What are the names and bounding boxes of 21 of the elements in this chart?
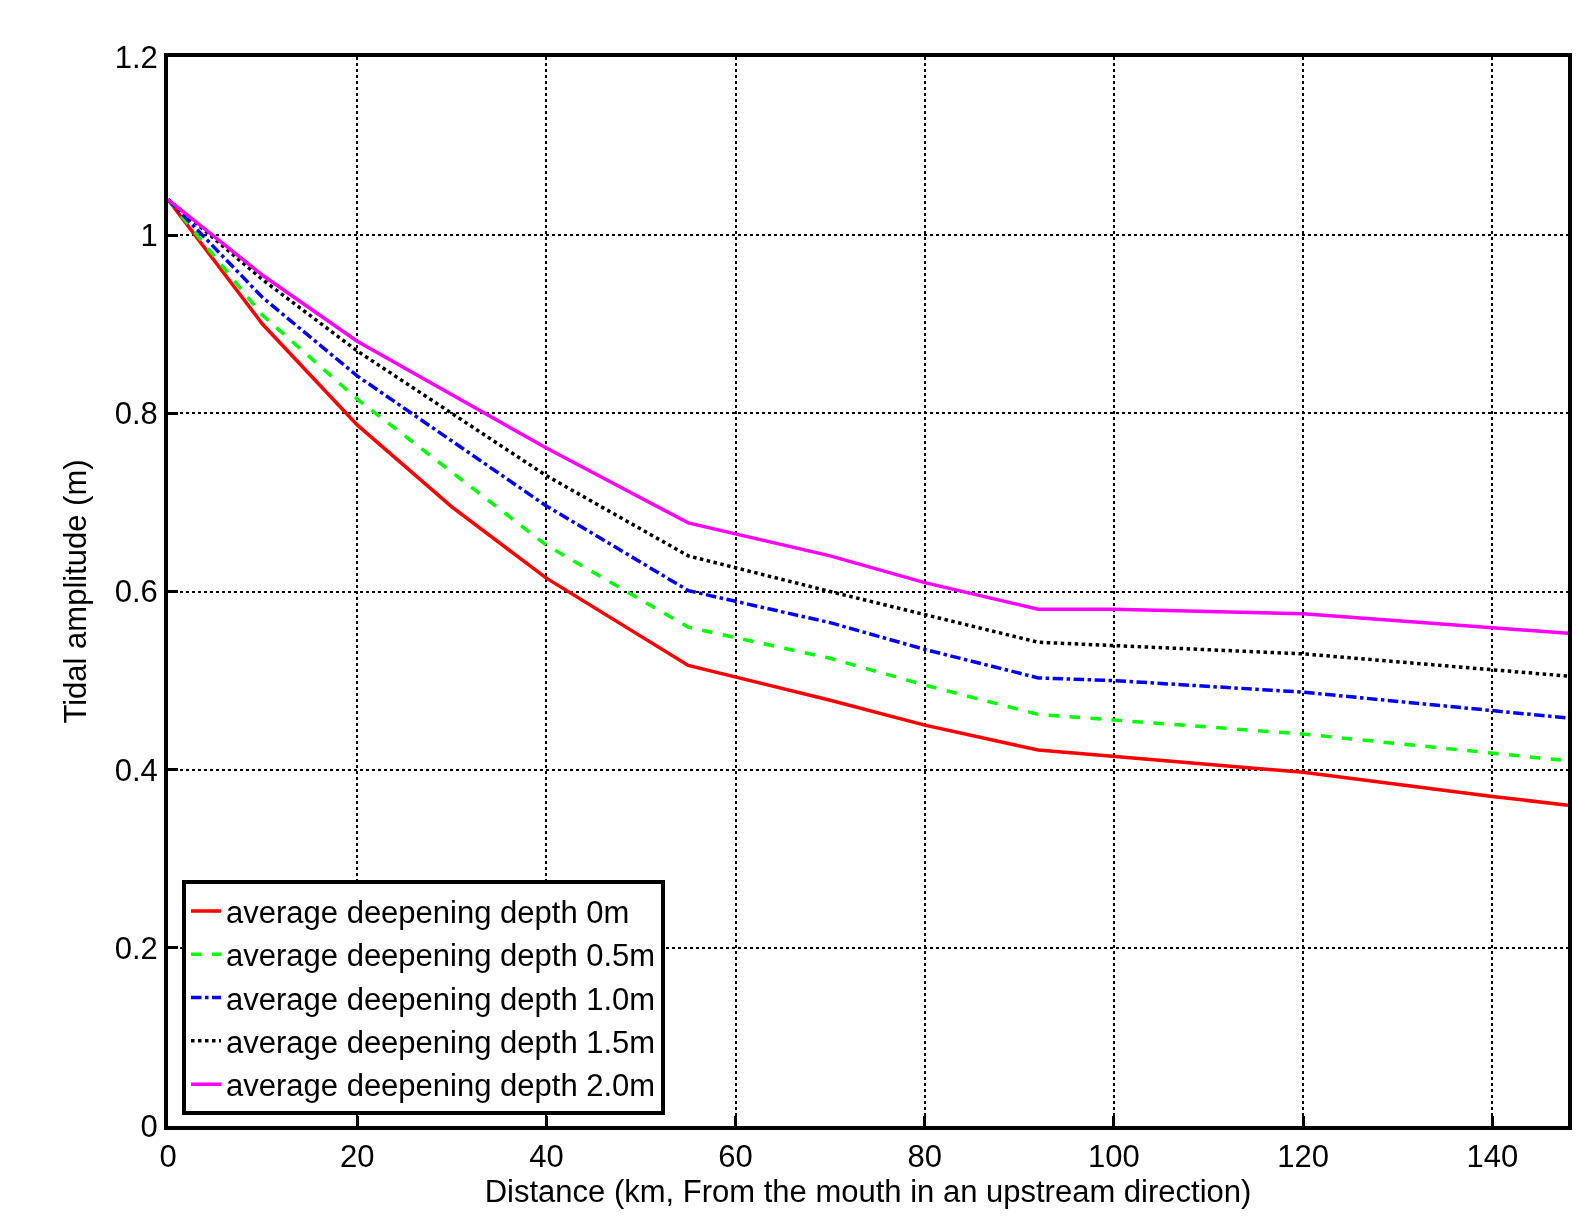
x-tick-label: 100: [1088, 1139, 1140, 1175]
legend-label: average deepening depth 1.0m: [226, 981, 656, 1017]
y-tick-label: 1: [140, 218, 158, 254]
legend-label: average deepening depth 0m: [226, 895, 630, 931]
legend-label: average deepening depth 2.0m: [226, 1068, 656, 1104]
x-tick-label: 40: [529, 1139, 564, 1175]
y-tick-label: 0.4: [114, 752, 158, 788]
y-tick-label: 0.8: [114, 396, 158, 432]
y-tick-label: 0: [140, 1108, 158, 1144]
y-tick-label: 0.2: [114, 930, 158, 966]
x-tick-label: 120: [1277, 1139, 1330, 1175]
legend-label: average deepening depth 1.5m: [226, 1024, 656, 1060]
x-tick-label: 140: [1466, 1139, 1519, 1175]
x-tick-label: 80: [907, 1139, 942, 1175]
x-tick-label: 60: [718, 1139, 753, 1175]
x-tick-label: 20: [339, 1139, 375, 1175]
y-tick-label: 0.6: [114, 574, 158, 610]
x-axis-title: Distance (km, From the mouth in an upstream direction): [484, 1174, 1252, 1210]
legend-label: average deepening depth 0.5m: [226, 938, 656, 974]
y-tick-label: 1.2: [114, 39, 158, 75]
y-axis-title: Tidal amplitude (m): [57, 459, 93, 724]
